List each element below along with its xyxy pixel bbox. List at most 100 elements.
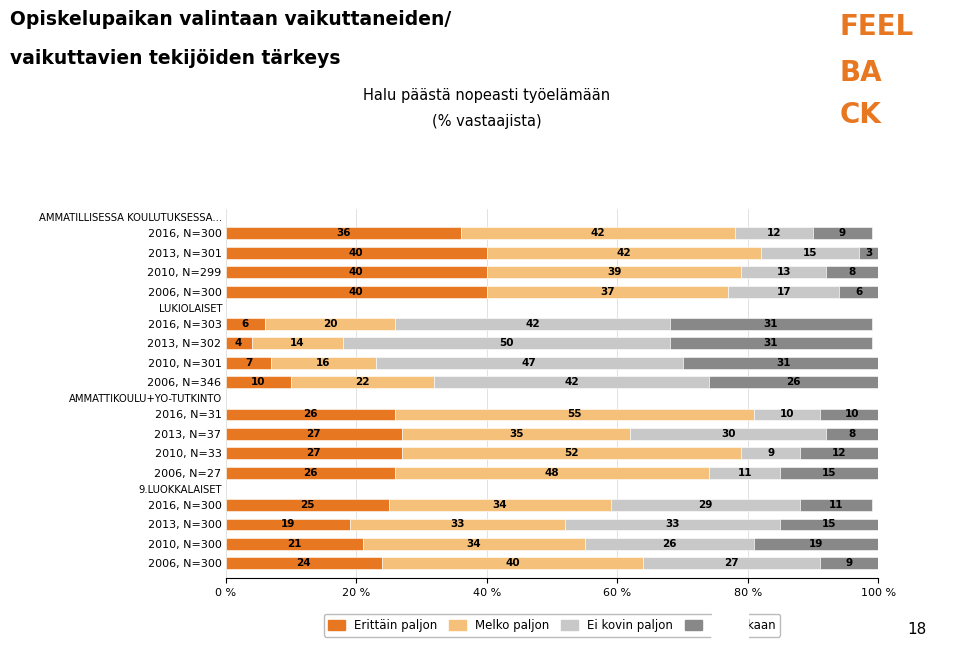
Bar [226,499,389,511]
Bar [820,558,878,569]
Text: 8: 8 [849,267,856,278]
Text: 6: 6 [855,287,862,296]
Bar [729,286,839,298]
Text: 14: 14 [290,338,304,348]
Bar [755,409,820,420]
Text: 10: 10 [780,409,794,419]
Bar [683,357,885,368]
Text: 26: 26 [303,409,318,419]
Text: 47: 47 [522,358,537,368]
Text: Opiskelupaikan valintaan vaikuttaneiden/: Opiskelupaikan valintaan vaikuttaneiden/ [10,10,451,29]
Bar [669,338,872,349]
Bar [800,499,872,511]
Text: 35: 35 [509,429,523,439]
Text: 30: 30 [721,429,735,439]
Text: Opetus- ja kulttuuriministeriö: Opetus- ja kulttuuriministeriö [12,613,185,626]
Bar [487,286,729,298]
Text: 50: 50 [499,338,514,348]
Text: 10: 10 [251,377,266,387]
Bar [252,338,343,349]
Text: 9: 9 [839,229,846,238]
Text: 42: 42 [525,319,540,329]
Bar [435,376,708,388]
Bar [226,286,487,298]
Bar [389,499,611,511]
Bar [226,376,291,388]
Bar [839,286,878,298]
Text: 3: 3 [865,247,873,258]
Bar [396,467,708,479]
Bar [741,447,800,459]
Bar [611,499,800,511]
Text: 17: 17 [777,287,791,296]
Bar [226,467,396,479]
Text: 13: 13 [777,267,791,278]
Text: LUKIOLAISET: LUKIOLAISET [158,304,223,314]
Text: 26: 26 [786,377,801,387]
Bar [226,538,363,550]
Text: 11: 11 [828,500,843,510]
Text: 42: 42 [564,377,579,387]
Bar [708,376,878,388]
Bar [226,518,349,530]
Text: 16: 16 [316,358,331,368]
Bar [734,227,813,239]
Bar [859,247,878,259]
Text: vaikuttavien tekijöiden tärkeys: vaikuttavien tekijöiden tärkeys [10,49,340,68]
Text: 52: 52 [564,449,579,458]
Text: 9: 9 [767,449,775,458]
Text: 15: 15 [822,468,837,478]
Bar [820,409,885,420]
Text: 22: 22 [355,377,370,387]
Ellipse shape [711,555,846,653]
Bar [402,428,631,439]
Text: 15: 15 [803,247,817,258]
Text: 27: 27 [306,429,321,439]
Bar [565,518,780,530]
Text: 31: 31 [777,358,791,368]
Bar [226,428,402,439]
Bar [461,227,734,239]
Text: 25: 25 [300,500,315,510]
Bar [402,447,741,459]
Bar [396,409,755,420]
Text: 20: 20 [323,319,337,329]
Text: 9: 9 [846,558,852,568]
Bar [265,318,396,330]
Text: 31: 31 [763,338,778,348]
Bar [226,247,487,259]
Bar [780,518,878,530]
Bar [827,266,878,278]
Text: 42: 42 [616,247,631,258]
Bar [226,266,487,278]
Text: 18: 18 [907,622,926,637]
Text: 9.LUOKKALAISET: 9.LUOKKALAISET [139,485,223,495]
Text: Undervisnings- och kulturministeriet: Undervisnings- och kulturministeriet [12,633,227,646]
Bar [226,409,396,420]
Bar [827,428,878,439]
Bar [291,376,435,388]
Bar [382,558,643,569]
Text: 31: 31 [763,319,778,329]
Bar [631,428,827,439]
Bar [708,467,780,479]
Text: 48: 48 [544,468,560,478]
Bar [396,318,669,330]
Bar [226,357,272,368]
Text: 34: 34 [492,500,507,510]
Text: 19: 19 [809,539,824,549]
Text: (% vastaajista): (% vastaajista) [432,114,541,129]
Bar [363,538,585,550]
Legend: Erittäin paljon, Melko paljon, Ei kovin paljon, Ei lainkaan: Erittäin paljon, Melko paljon, Ei kovin … [324,614,780,637]
Text: 10: 10 [845,409,859,419]
Bar [487,247,761,259]
Bar [226,338,252,349]
Text: 4: 4 [235,338,242,348]
Bar [643,558,820,569]
Text: 12: 12 [832,449,847,458]
Bar [741,266,827,278]
Text: 24: 24 [297,558,311,568]
Text: 42: 42 [590,229,605,238]
Text: 55: 55 [567,409,582,419]
Text: 7: 7 [245,358,252,368]
